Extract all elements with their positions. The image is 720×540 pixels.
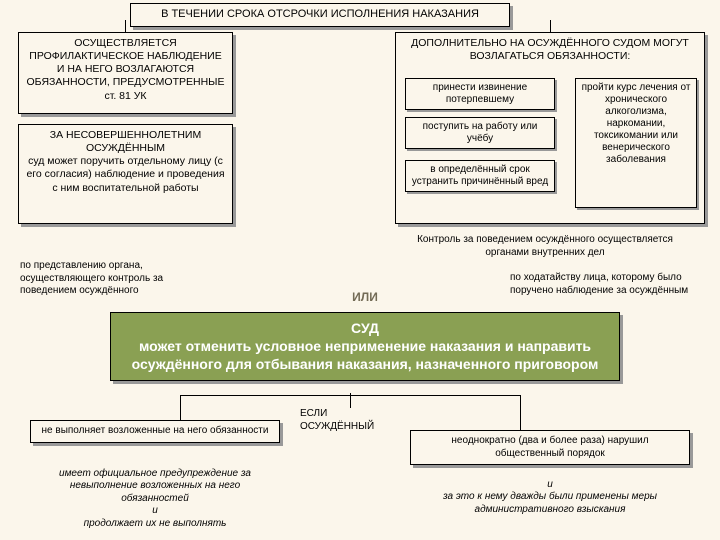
court-box: СУД может отменить условное неприменение…: [110, 312, 620, 381]
top-left-box: ОСУЩЕСТВЛЯЕТСЯ ПРОФИЛАКТИЧЕСКОЕ НАБЛЮДЕН…: [18, 32, 233, 114]
top-left-text: ОСУЩЕСТВЛЯЕТСЯ ПРОФИЛАКТИЧЕСКОЕ НАБЛЮДЕН…: [27, 37, 225, 102]
tr-b3: поступить на работу или учёбу: [405, 117, 555, 149]
header-box: В ТЕЧЕНИИ СРОКА ОТСРОЧКИ ИСПОЛНЕНИЯ НАКА…: [130, 3, 510, 27]
control-right: по ходатайству лица, которому было поруч…: [510, 272, 710, 297]
court-l2: может отменить условное неприменение нак…: [119, 337, 611, 373]
control-left: по представлению органа, осуществляющего…: [20, 260, 220, 298]
mid-left-l1: ЗА НЕСОВЕРШЕННОЛЕТНИМ ОСУЖДЁННЫМ: [25, 129, 226, 155]
line4: [520, 395, 521, 430]
tr-b2: пройти курс лечения от хронического алко…: [575, 78, 697, 208]
bottom-left-box: не выполняет возложенные на него обязанн…: [30, 420, 280, 443]
or-label: ИЛИ: [335, 290, 395, 304]
mid-left-box: ЗА НЕСОВЕРШЕННОЛЕТНИМ ОСУЖДЁННЫМ суд мож…: [18, 124, 233, 224]
tr-b1: принести извинение потерпевшему: [405, 78, 555, 110]
mid-left-l2: суд может поручить отдельному лицу (с ег…: [25, 155, 226, 194]
court-l1: СУД: [119, 319, 611, 337]
line6: [350, 393, 351, 408]
line2: [550, 20, 551, 32]
top-right-header: ДОПОЛНИТЕЛЬНО НА ОСУЖДЁННОГО СУДОМ МОГУТ…: [402, 37, 698, 63]
control-top: Контроль за поведением осуждённого осуще…: [395, 234, 695, 259]
bottom-right-text: и за это к нему дважды были применены ме…: [420, 466, 680, 516]
line3: [180, 395, 181, 420]
cond-label: ЕСЛИ ОСУЖДЁННЫЙ: [300, 408, 400, 433]
header-text: В ТЕЧЕНИИ СРОКА ОТСРОЧКИ ИСПОЛНЕНИЯ НАКА…: [161, 8, 479, 20]
line1: [125, 20, 126, 32]
bottom-left-text: имеет официальное предупреждение за невы…: [40, 455, 270, 530]
tr-b4: в определённый срок устранить причинённы…: [405, 160, 555, 192]
bottom-right-box: неоднократно (два и более раза) нарушил …: [410, 430, 690, 465]
